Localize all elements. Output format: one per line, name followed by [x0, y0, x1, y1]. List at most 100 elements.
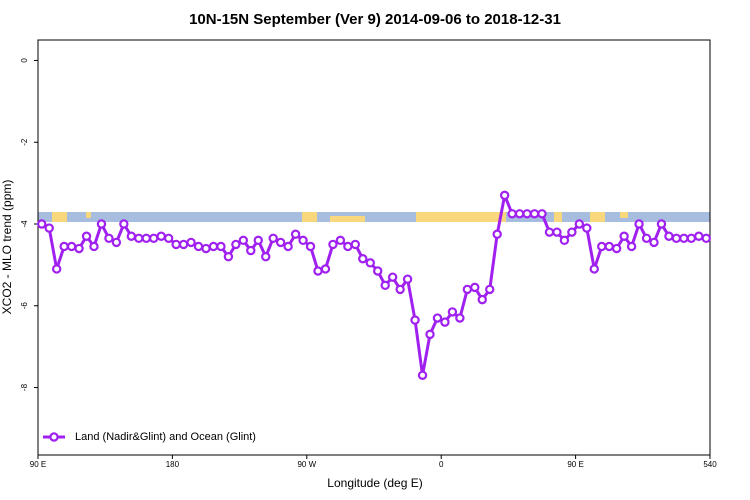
- data-point: [455, 313, 465, 323]
- data-point: [656, 219, 667, 229]
- data-point: [44, 223, 54, 233]
- data-point: [485, 284, 495, 295]
- data-point: [111, 237, 122, 248]
- data-point: [365, 258, 375, 268]
- data-point: [529, 209, 540, 219]
- plot-frame: [37, 39, 711, 456]
- series-line: [41, 190, 707, 376]
- data-point: [149, 233, 159, 244]
- data-point: [275, 237, 286, 248]
- data-point: [417, 370, 428, 380]
- data-point: [470, 282, 480, 293]
- data-point: [335, 235, 346, 246]
- data-point: [641, 233, 652, 244]
- data-point: [619, 231, 629, 241]
- data-point: [231, 239, 241, 250]
- data-point: [611, 243, 622, 254]
- data-point: [126, 231, 137, 241]
- data-point: [477, 294, 487, 305]
- data-point: [387, 272, 398, 282]
- legend-label: Land (Nadir&Glint) and Ocean (Glint): [75, 431, 256, 443]
- data-point: [604, 241, 614, 252]
- data-point: [432, 313, 443, 323]
- data-point: [134, 233, 144, 244]
- data-point: [283, 241, 293, 252]
- x-tick-label: 540: [703, 460, 717, 469]
- data-point: [552, 227, 562, 237]
- data-point: [193, 241, 204, 252]
- data-point: [223, 251, 234, 262]
- land-band: [620, 212, 628, 218]
- data-point: [626, 241, 637, 252]
- data-point: [89, 241, 99, 252]
- data-point: [246, 245, 256, 256]
- chart-title: 10N-15N September (Ver 9) 2014-09-06 to …: [189, 11, 561, 28]
- data-point: [402, 274, 413, 284]
- y-tick-label: -4: [20, 220, 29, 228]
- data-point: [410, 315, 420, 325]
- data-point: [201, 243, 211, 254]
- data-point: [462, 284, 473, 295]
- y-tick-label: -2: [20, 138, 29, 146]
- data-point: [51, 264, 62, 274]
- x-axis-label: Longitude (deg E): [327, 476, 422, 490]
- data-point: [664, 231, 674, 241]
- land-band: [52, 212, 67, 222]
- data-point: [343, 241, 353, 252]
- data-point: [156, 231, 166, 241]
- data-point: [679, 233, 689, 244]
- y-tick-label: -8: [20, 383, 29, 391]
- y-tick-label: 0: [20, 58, 29, 63]
- land-band: [554, 212, 562, 222]
- data-point: [492, 229, 502, 239]
- x-tick-label: 90 W: [297, 460, 316, 469]
- data-point: [634, 219, 644, 229]
- y-axis-label: XCO2 - MLO trend (ppm): [0, 180, 14, 315]
- data-point: [268, 233, 278, 244]
- y-tick-label: -6: [20, 302, 29, 310]
- data-point: [649, 237, 659, 248]
- data-point: [507, 209, 517, 219]
- data-point: [522, 209, 532, 219]
- data-point: [163, 233, 174, 244]
- data-point: [104, 233, 114, 244]
- data-point: [447, 307, 458, 317]
- land-band: [590, 212, 605, 222]
- data-point: [567, 227, 577, 237]
- data-point: [440, 317, 450, 327]
- data-point: [544, 227, 555, 237]
- data-point: [74, 243, 84, 254]
- land-band: [302, 212, 317, 222]
- data-point: [425, 329, 435, 340]
- data-point: [238, 235, 249, 246]
- x-tick-label: 90 E: [30, 460, 46, 469]
- data-point: [597, 241, 607, 252]
- data-point: [37, 219, 47, 229]
- data-point: [373, 266, 383, 276]
- data-point: [358, 254, 368, 264]
- data-point: [208, 241, 219, 252]
- data-point: [701, 233, 711, 244]
- data-point: [537, 209, 547, 219]
- data-point: [253, 235, 263, 246]
- ocean-band: [38, 212, 710, 222]
- land-band: [330, 216, 365, 222]
- data-point: [305, 241, 316, 252]
- data-point: [328, 239, 338, 250]
- data-point: [686, 233, 697, 244]
- data-point: [141, 233, 151, 244]
- x-tick-label: 90 E: [567, 460, 583, 469]
- data-point: [96, 219, 107, 229]
- data-point: [380, 280, 390, 291]
- land-ocean-band: [38, 212, 710, 222]
- legend-marker: [49, 432, 59, 442]
- x-tick-label: 180: [166, 460, 180, 469]
- data-point: [81, 231, 92, 241]
- data-point: [178, 239, 189, 250]
- land-band: [86, 212, 91, 218]
- x-tick-label: 0: [439, 460, 444, 469]
- data-point: [59, 241, 69, 252]
- data-point: [694, 231, 704, 241]
- data-point: [66, 241, 77, 252]
- data-point: [313, 266, 323, 276]
